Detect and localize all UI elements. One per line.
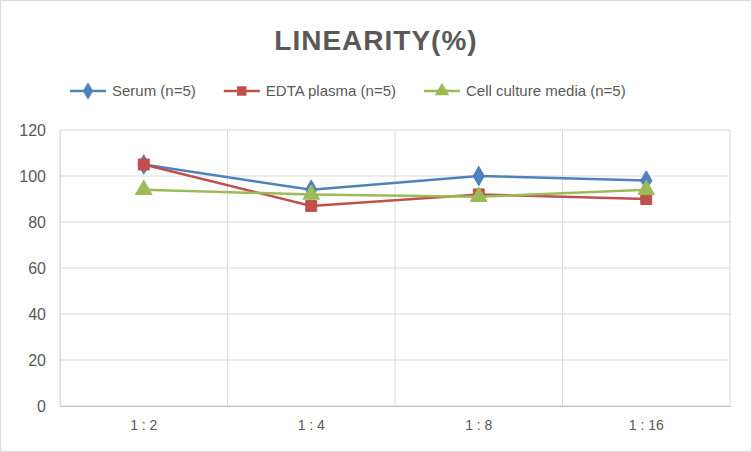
marker xyxy=(473,166,484,186)
y-tick-label: 100 xyxy=(19,168,46,185)
x-tick: 1 : 4 xyxy=(298,406,325,433)
legend-marker xyxy=(237,86,246,95)
x-tick-label: 1 : 4 xyxy=(298,417,325,433)
legend-marker xyxy=(83,82,93,100)
marker xyxy=(306,200,317,211)
series-line xyxy=(144,165,647,206)
y-tick: 120 xyxy=(19,122,60,139)
y-tick-label: 40 xyxy=(28,306,46,323)
grid xyxy=(60,130,730,406)
category-divider xyxy=(395,130,396,406)
x-tick-label: 1 : 2 xyxy=(130,417,157,433)
legend-item: EDTA plasma (n=5) xyxy=(224,82,396,99)
marker xyxy=(138,155,149,175)
series-group xyxy=(135,155,654,212)
series-markers xyxy=(138,155,652,200)
x-tick: 1 : 2 xyxy=(130,406,157,433)
x-axis: 1 : 2 1 : 4 1 : 8 1 : 16 xyxy=(61,406,731,433)
y-tick: 0 xyxy=(37,398,60,415)
legend-label: EDTA plasma (n=5) xyxy=(266,82,396,99)
marker xyxy=(135,180,152,194)
category-divider xyxy=(562,130,563,406)
y-axis: 0 20 40 60 80 100 120 xyxy=(19,122,60,415)
y-tick: 60 xyxy=(28,260,60,277)
y-tick-label: 0 xyxy=(37,398,46,415)
marker xyxy=(138,159,149,170)
title: LINEARITY(%) xyxy=(274,25,477,56)
x-tick: 1 : 16 xyxy=(629,406,664,433)
y-tick-label: 60 xyxy=(28,260,46,277)
legend-label: Cell culture media (n=5) xyxy=(466,82,626,99)
legend-label: Serum (n=5) xyxy=(112,82,196,99)
marker xyxy=(303,185,320,199)
marker xyxy=(470,187,487,201)
marker xyxy=(641,194,652,205)
y-tick-label: 80 xyxy=(28,214,46,231)
marker xyxy=(638,180,655,194)
category-dividers xyxy=(60,130,730,406)
y-tick-label: 120 xyxy=(19,122,46,139)
x-axis-line xyxy=(61,406,731,407)
chart-border xyxy=(1,1,752,452)
series-markers xyxy=(135,180,654,201)
y-tick: 100 xyxy=(19,168,60,185)
x-tick-label: 1 : 16 xyxy=(629,417,664,433)
category-divider xyxy=(227,130,228,406)
legend-item: Serum (n=5) xyxy=(70,82,196,100)
legend-item: Cell culture media (n=5) xyxy=(424,82,626,99)
category-divider xyxy=(60,130,61,406)
x-tick: 1 : 8 xyxy=(465,406,492,433)
series-markers xyxy=(138,159,651,211)
y-tick-label: 20 xyxy=(28,352,46,369)
chart: LINEARITY(%)0204060801001201 : 21 : 41 :… xyxy=(0,0,752,452)
y-tick: 20 xyxy=(28,352,60,369)
y-axis-line xyxy=(60,131,61,407)
legend: Serum (n=5) EDTA plasma (n=5) Cell culture… xyxy=(70,82,626,100)
y-tick: 80 xyxy=(28,214,60,231)
plot: 0 20 40 60 80 100 120 1 : 2 1 : 4 1 : 8 1 : 16 xyxy=(19,122,730,433)
category-divider xyxy=(730,130,731,406)
legend-marker xyxy=(435,83,449,95)
x-tick-label: 1 : 8 xyxy=(465,417,492,433)
series-line xyxy=(144,190,647,197)
series-line xyxy=(144,165,647,190)
y-tick: 40 xyxy=(28,306,60,323)
